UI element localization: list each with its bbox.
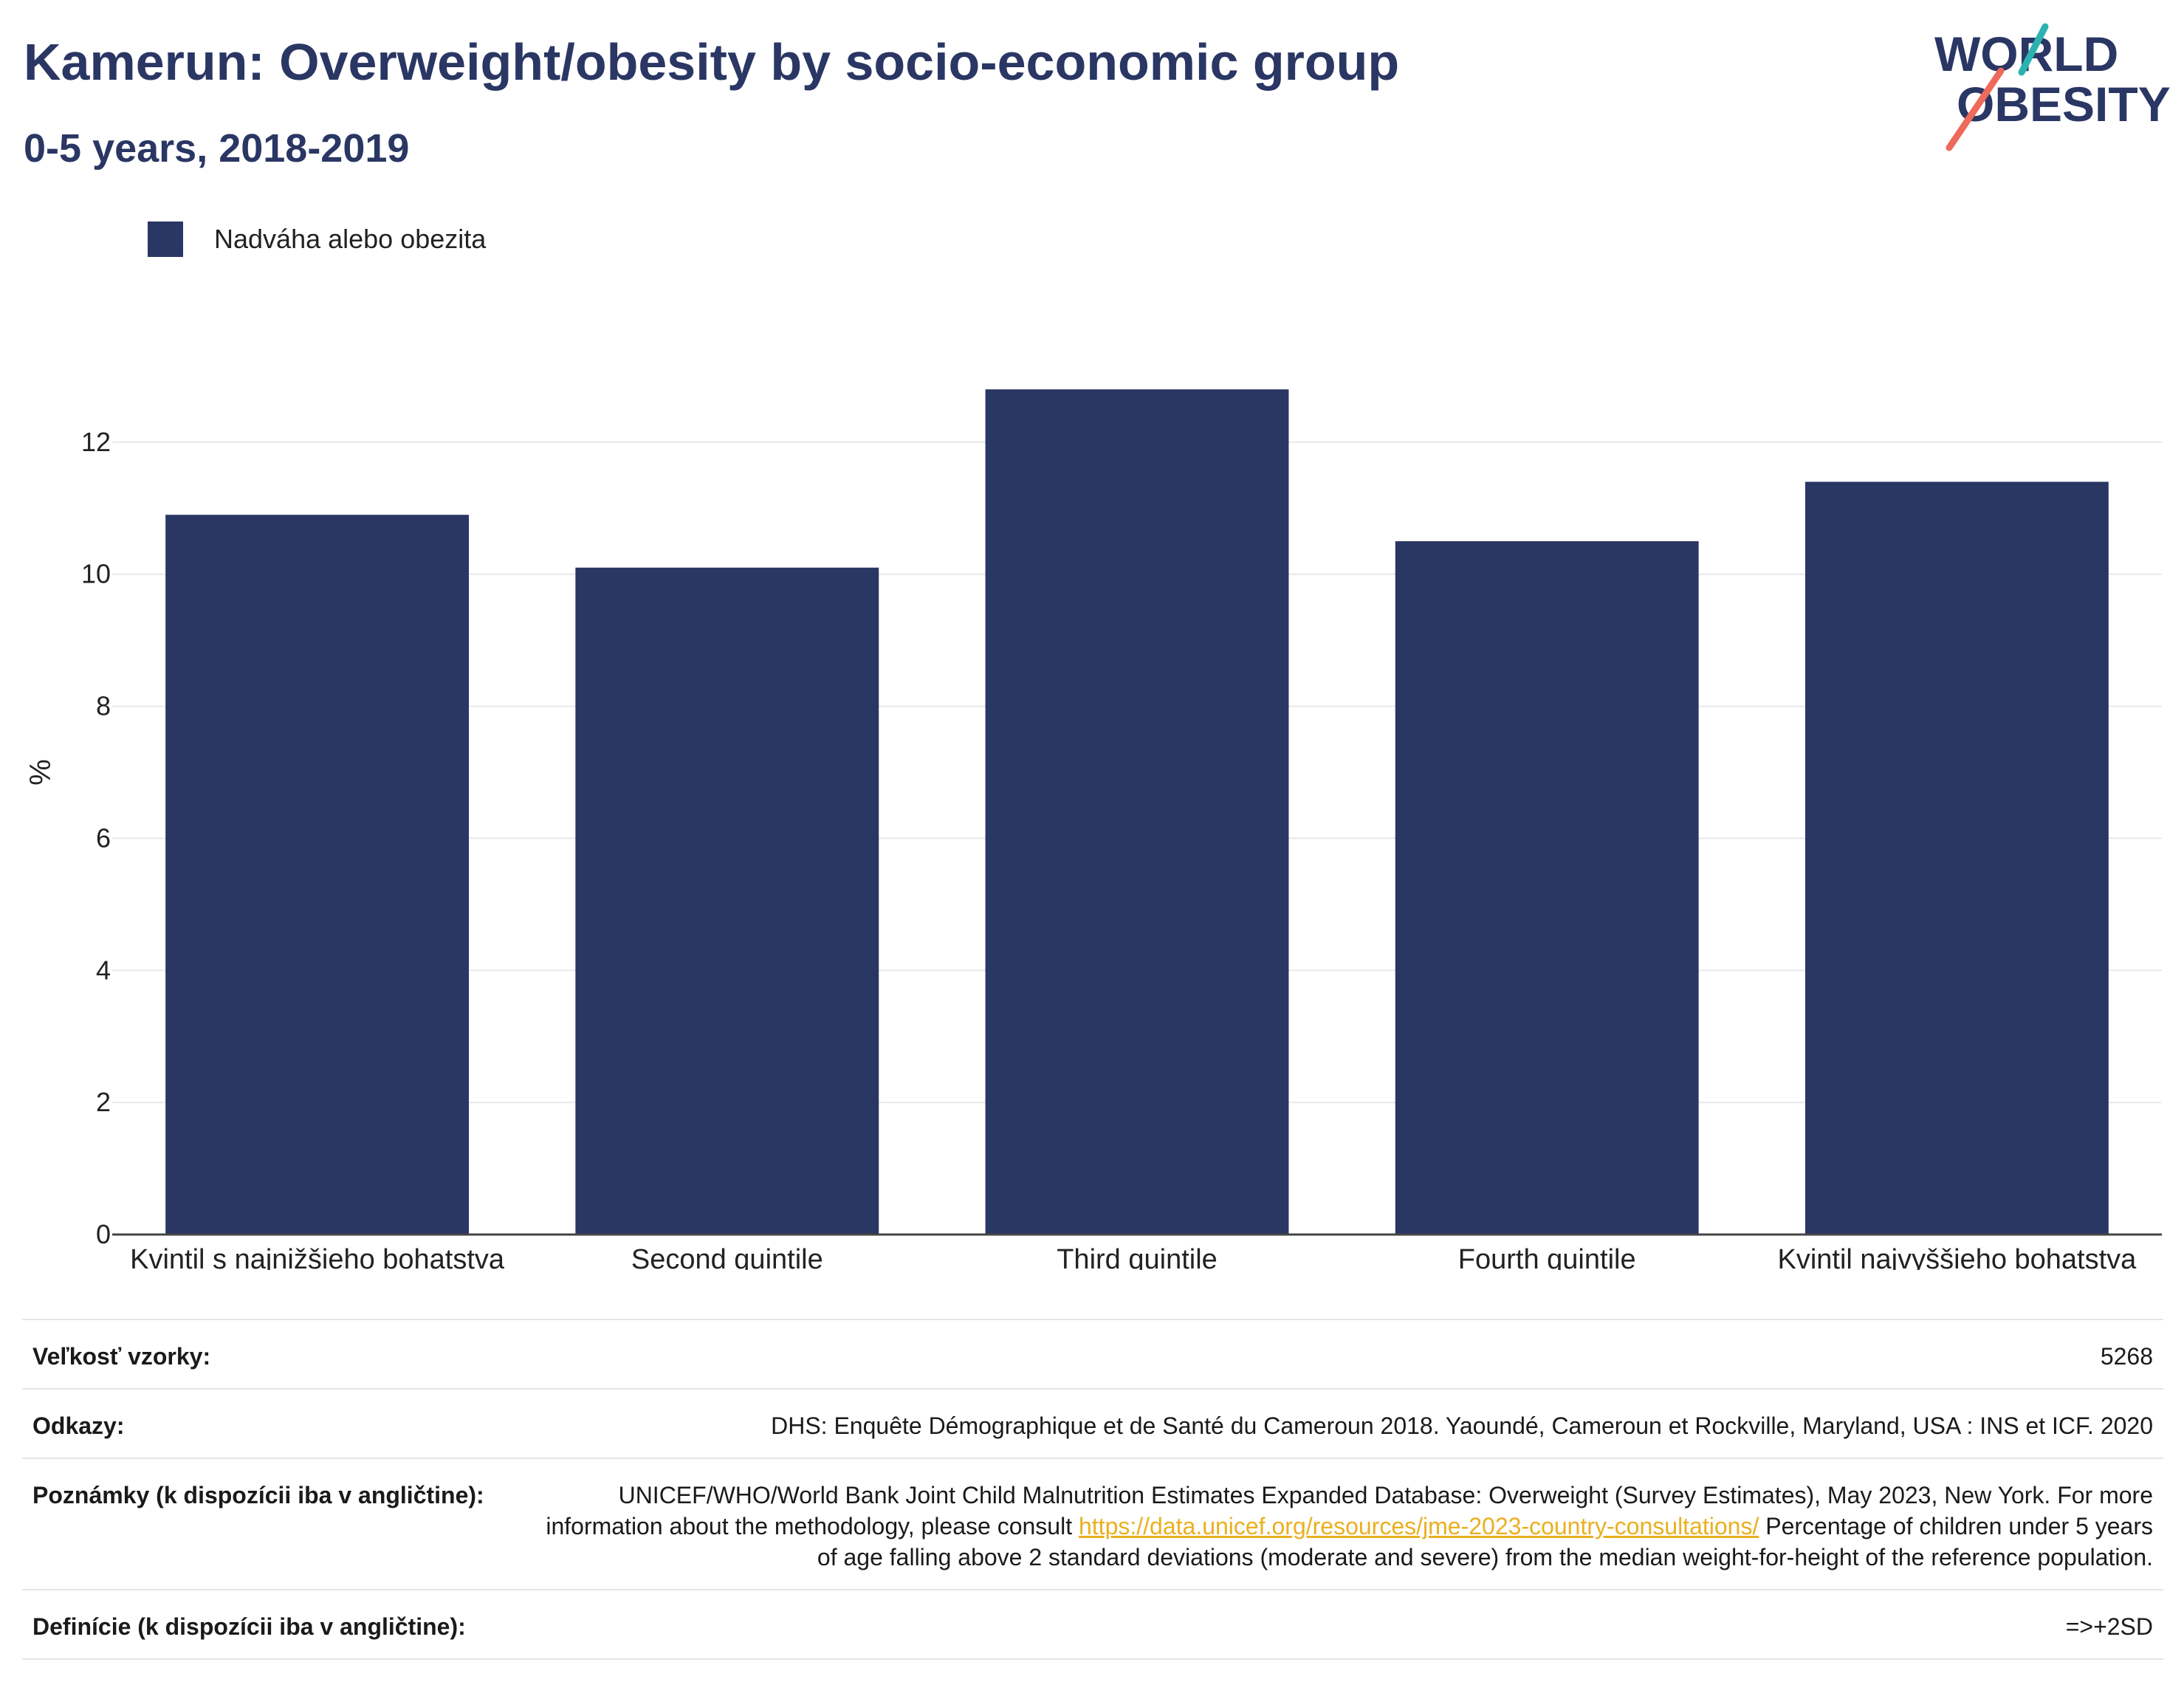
- metadata-table: Veľkosť vzorky: 5268 Odkazy: DHS: Enquêt…: [22, 1319, 2163, 1660]
- x-tick-label: Kvintil s najnižšieho bohatstva: [130, 1244, 505, 1270]
- notes-text: UNICEF/WHO/World Bank Joint Child Malnut…: [546, 1482, 2153, 1539]
- y-tick-label: 8: [96, 691, 111, 721]
- world-obesity-logo: WORLD OBESITY: [1934, 23, 2171, 151]
- x-tick-label: Third quintile: [1057, 1244, 1218, 1270]
- meta-row-sample-size: Veľkosť vzorky: 5268: [22, 1320, 2163, 1390]
- y-axis-label: %: [24, 759, 57, 786]
- meta-key: Odkazy:: [32, 1412, 125, 1439]
- bar[interactable]: [1395, 541, 1699, 1235]
- y-tick-label: 2: [96, 1087, 111, 1117]
- chart-title: Kamerun: Overweight/obesity by socio-eco…: [24, 33, 1400, 91]
- meta-row-definitions: Definície (k dispozícii iba v angličtine…: [22, 1590, 2163, 1660]
- y-axis-ticks: 0 2 4 6 8 10 12: [81, 427, 111, 1249]
- chart-subtitle: 0-5 years, 2018-2019: [24, 126, 410, 171]
- meta-row-references: Odkazy: DHS: Enquête Démographique et de…: [22, 1390, 2163, 1459]
- logo-slash-teal: [2018, 23, 2049, 76]
- y-tick-label: 12: [81, 427, 111, 457]
- x-tick-label: Second quintile: [631, 1244, 823, 1270]
- bars: [165, 389, 2109, 1235]
- x-tick-label: Fourth quintile: [1458, 1244, 1636, 1270]
- bar-chart: 0 2 4 6 8 10 12 Kvintil s najnižšieho bohatstv…: [24, 389, 2162, 1270]
- bar[interactable]: [575, 567, 879, 1235]
- y-tick-label: 6: [96, 823, 111, 853]
- notes-text-continued: Percentage of children under 5 years of …: [817, 1513, 2153, 1570]
- meta-value: DHS: Enquête Démographique et de Santé d…: [771, 1412, 2153, 1439]
- legend-swatch: [148, 222, 183, 257]
- x-tick-label: Kvintil najvyššieho bohatstva: [1777, 1244, 2137, 1270]
- bar[interactable]: [165, 515, 470, 1235]
- methodology-link[interactable]: https://data.unicef.org/resources/jme-20…: [1078, 1513, 1759, 1539]
- logo-slash-coral: [1946, 67, 2005, 151]
- x-axis-ticks: Kvintil s najnižšieho bohatstva Second qu…: [130, 1244, 2137, 1270]
- meta-key: Definície (k dispozícii iba v angličtine…: [32, 1613, 466, 1640]
- meta-value: =>+2SD: [2065, 1613, 2153, 1640]
- y-tick-label: 4: [96, 955, 111, 985]
- meta-key: Veľkosť vzorky:: [32, 1343, 211, 1370]
- bar[interactable]: [1804, 481, 2109, 1235]
- y-tick-label: 10: [81, 559, 111, 589]
- meta-value: UNICEF/WHO/World Bank Joint Child Malnut…: [529, 1480, 2153, 1573]
- bar[interactable]: [985, 389, 1289, 1235]
- legend-label: Nadváha alebo obezita: [214, 224, 487, 254]
- logo-text-world: WORLD: [1934, 27, 2118, 81]
- meta-row-notes: Poznámky (k dispozícii iba v angličtine)…: [22, 1459, 2163, 1590]
- y-tick-label: 0: [96, 1219, 111, 1249]
- meta-key: Poznámky (k dispozícii iba v angličtine)…: [32, 1482, 484, 1508]
- meta-value: 5268: [2100, 1343, 2153, 1370]
- chart-legend[interactable]: Nadváha alebo obezita: [148, 219, 486, 260]
